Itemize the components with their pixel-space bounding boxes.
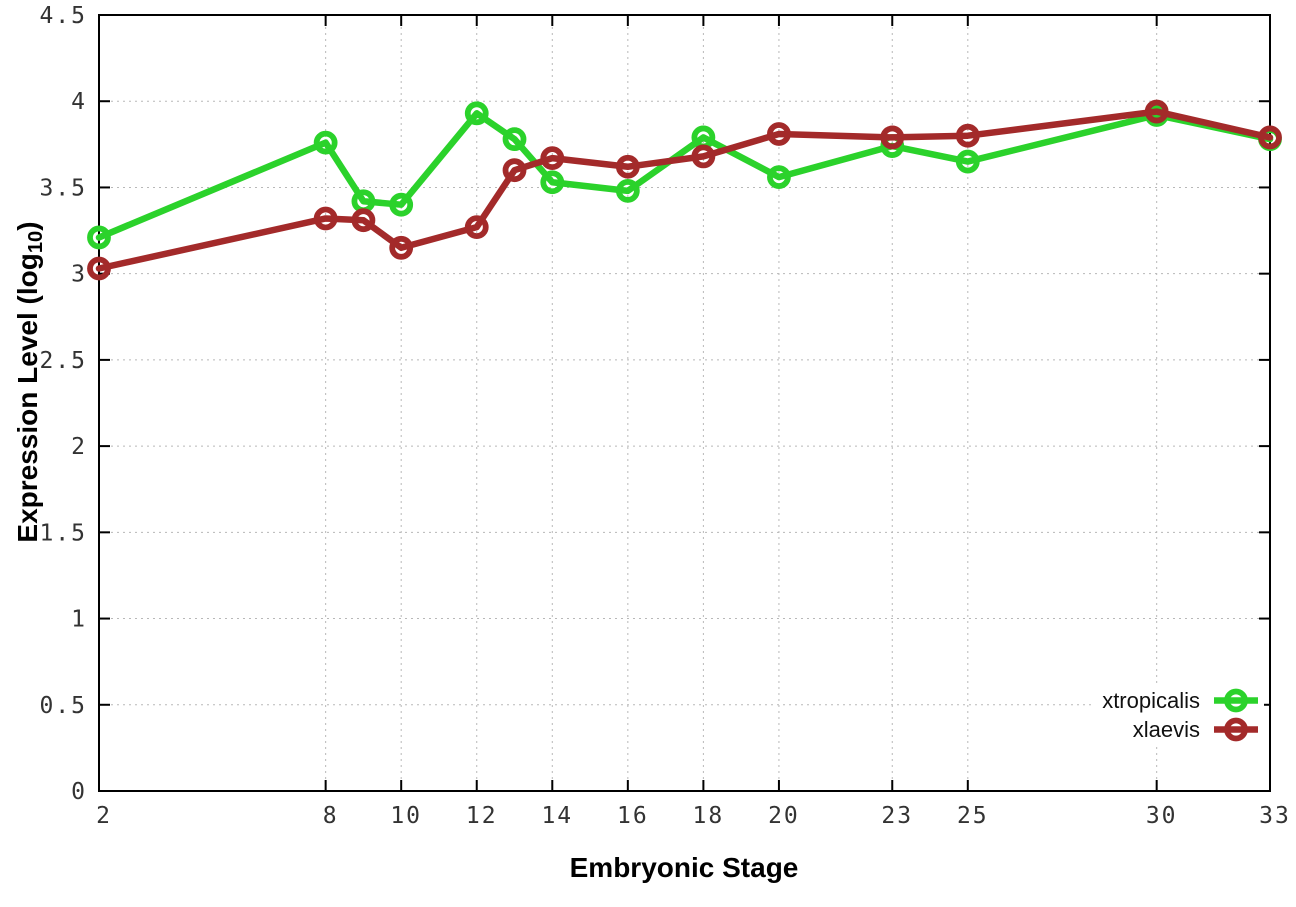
x-tick-label: 20 [768, 803, 800, 829]
series-line-xlaevis [95, 108, 1274, 272]
legend-label-xlaevis: xlaevis [1132, 717, 1200, 742]
x-tick-label: 33 [1259, 803, 1291, 829]
data-point-xlaevis [955, 123, 980, 148]
data-point-xlaevis [767, 122, 791, 146]
plot-border [98, 14, 1271, 792]
data-point-xtropicalis [87, 225, 111, 250]
y-axis-label-subscript: 10 [25, 230, 48, 254]
x-tick-label: 12 [466, 803, 498, 829]
x-tick-label: 2 [96, 803, 112, 829]
legend-item-xtropicalis: xtropicalis [1102, 686, 1260, 715]
data-point-xlaevis [615, 154, 640, 179]
y-tick-label: 1.5 [39, 520, 87, 546]
legend: xtropicalis xlaevis [1092, 684, 1264, 746]
data-point-xtropicalis [615, 178, 640, 203]
data-point-xlaevis [1258, 125, 1282, 150]
series-xtropicalis [87, 101, 1282, 250]
data-point-xlaevis [880, 125, 905, 150]
data-point-xtropicalis [502, 127, 527, 152]
data-point-xtropicalis [955, 149, 980, 174]
y-tick-label: 4.5 [39, 3, 87, 29]
data-point-xlaevis [389, 235, 414, 260]
y-tick-label: 0.5 [39, 693, 87, 719]
y-axis-label-end: ) [11, 221, 43, 231]
y-tick-label: 4 [71, 89, 87, 115]
x-tick-label: 18 [693, 803, 725, 829]
y-tick-label: 3 [71, 262, 87, 288]
data-point-xlaevis [540, 146, 565, 171]
legend-marker-xtropicalis [1214, 688, 1258, 713]
legend-marker-xlaevis [1214, 717, 1258, 742]
data-point-xlaevis [351, 208, 376, 233]
y-axis-label-main: Expression Level (log [11, 253, 43, 543]
tick-labels: 0 0.5 1 1.5 2 2.5 3 3.5 4 4.5 2 8 10 12 14 16 18 20 23 25 30… [39, 3, 1291, 829]
y-tick-label: 2 [71, 434, 87, 460]
x-tick-label: 25 [957, 803, 989, 829]
data-point-xlaevis [502, 158, 527, 183]
data-point-xlaevis [87, 256, 111, 281]
x-tick-label: 16 [617, 803, 649, 829]
data-point-xlaevis [1144, 99, 1169, 124]
legend-label-xtropicalis: xtropicalis [1102, 688, 1200, 713]
y-tick-label: 0 [71, 779, 87, 805]
x-tick-label: 30 [1146, 803, 1178, 829]
data-point-xtropicalis [767, 165, 791, 189]
series-line-xtropicalis [95, 110, 1274, 241]
y-axis-label: Expression Level (log10) [12, 221, 48, 542]
x-tick-label: 14 [541, 803, 573, 829]
data-point-xlaevis [313, 206, 338, 231]
data-point-xtropicalis [313, 130, 338, 155]
y-tick-label: 2.5 [39, 348, 87, 374]
x-axis-label: Embryonic Stage [569, 852, 799, 883]
y-tick-label: 1 [71, 607, 87, 633]
x-tick-label: 23 [881, 803, 913, 829]
y-tick-label: 3.5 [39, 175, 87, 201]
data-point-xlaevis [691, 144, 716, 169]
data-point-xtropicalis [464, 101, 489, 126]
series-xlaevis [87, 99, 1282, 281]
data-point-xtropicalis [540, 170, 565, 195]
x-tick-label: 10 [390, 803, 422, 829]
x-tick-label: 8 [323, 803, 339, 829]
data-point-xtropicalis [389, 192, 414, 217]
legend-item-xlaevis: xlaevis [1102, 715, 1260, 744]
data-point-xlaevis [464, 215, 489, 240]
